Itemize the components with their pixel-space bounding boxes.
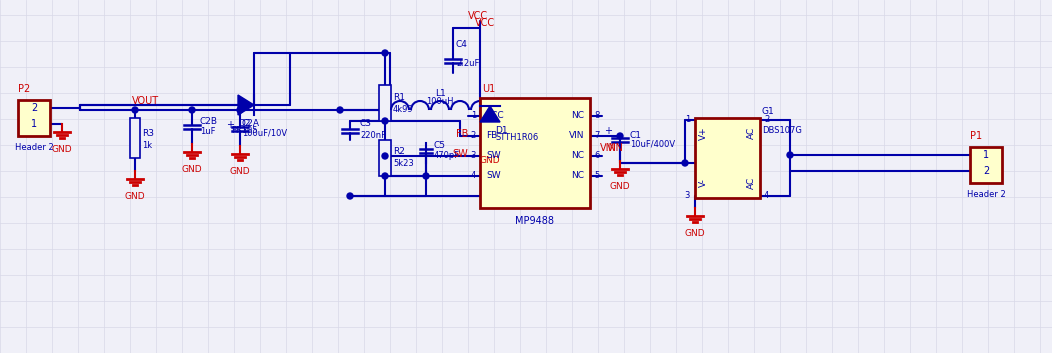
Text: 4k99: 4k99 bbox=[393, 104, 413, 114]
Bar bbox=[695, 118, 760, 198]
Text: 470pF: 470pF bbox=[434, 150, 460, 160]
Bar bbox=[379, 85, 391, 121]
Text: U1: U1 bbox=[482, 84, 495, 94]
Text: 1: 1 bbox=[685, 115, 690, 125]
Text: G1: G1 bbox=[762, 107, 774, 116]
Text: GND: GND bbox=[685, 229, 705, 238]
Text: 5k23: 5k23 bbox=[393, 160, 413, 168]
Text: STTH1R06: STTH1R06 bbox=[495, 133, 539, 142]
Text: C1: C1 bbox=[630, 132, 642, 140]
Text: P1: P1 bbox=[970, 131, 983, 141]
Text: NC: NC bbox=[571, 172, 584, 180]
Circle shape bbox=[237, 107, 243, 113]
Text: C5: C5 bbox=[434, 140, 446, 150]
Text: NC: NC bbox=[571, 112, 584, 120]
Text: MP9488: MP9488 bbox=[515, 216, 554, 226]
Circle shape bbox=[618, 133, 623, 139]
Text: FR105: FR105 bbox=[230, 126, 258, 135]
Text: 1: 1 bbox=[31, 119, 37, 129]
Circle shape bbox=[132, 107, 138, 113]
Text: VIN: VIN bbox=[600, 143, 616, 153]
Polygon shape bbox=[238, 95, 254, 115]
Circle shape bbox=[382, 118, 388, 124]
Text: 100uF/10V: 100uF/10V bbox=[242, 128, 287, 138]
Text: 2: 2 bbox=[31, 103, 37, 113]
Circle shape bbox=[189, 107, 195, 113]
Bar bbox=[970, 147, 1002, 183]
Text: 5: 5 bbox=[594, 172, 600, 180]
Text: V-: V- bbox=[699, 179, 708, 187]
Text: V+: V+ bbox=[699, 126, 708, 140]
Text: 3: 3 bbox=[685, 191, 690, 201]
Text: C2A: C2A bbox=[242, 119, 260, 127]
Text: VCC: VCC bbox=[474, 18, 495, 28]
Text: +: + bbox=[226, 120, 234, 130]
Text: 220nF: 220nF bbox=[360, 131, 386, 139]
Text: R1: R1 bbox=[393, 92, 405, 102]
Text: 3: 3 bbox=[470, 151, 476, 161]
Text: VOUT: VOUT bbox=[132, 96, 159, 106]
Text: C4: C4 bbox=[456, 40, 468, 49]
Text: 1: 1 bbox=[470, 112, 476, 120]
Text: R3: R3 bbox=[142, 128, 154, 138]
Text: 1k: 1k bbox=[142, 140, 153, 150]
Text: VCC: VCC bbox=[468, 11, 488, 21]
Text: 10uF/400V: 10uF/400V bbox=[630, 139, 675, 149]
Text: 4: 4 bbox=[764, 191, 769, 201]
Text: GND: GND bbox=[125, 192, 145, 201]
Text: 1uF: 1uF bbox=[200, 126, 216, 136]
Text: C2B: C2B bbox=[200, 116, 218, 126]
Text: 7: 7 bbox=[594, 132, 600, 140]
Text: D1: D1 bbox=[495, 126, 508, 135]
Circle shape bbox=[497, 107, 503, 113]
Text: Header 2: Header 2 bbox=[15, 143, 54, 152]
Text: FB: FB bbox=[486, 132, 498, 140]
Circle shape bbox=[347, 193, 353, 199]
Text: SW: SW bbox=[486, 151, 501, 161]
Text: AC: AC bbox=[747, 127, 756, 139]
Text: VIN: VIN bbox=[607, 143, 624, 153]
Text: VCC: VCC bbox=[486, 112, 505, 120]
Text: GND: GND bbox=[52, 145, 73, 154]
Bar bbox=[480, 98, 590, 208]
Bar bbox=[379, 140, 391, 176]
Polygon shape bbox=[480, 106, 500, 122]
Circle shape bbox=[423, 173, 429, 179]
Text: 8: 8 bbox=[594, 112, 600, 120]
Bar bbox=[18, 100, 50, 136]
Text: DBS107G: DBS107G bbox=[762, 126, 802, 135]
Circle shape bbox=[382, 50, 388, 56]
Text: 2: 2 bbox=[470, 132, 476, 140]
Text: AC: AC bbox=[747, 177, 756, 189]
Text: 2: 2 bbox=[764, 115, 769, 125]
Circle shape bbox=[382, 173, 388, 179]
Text: D2: D2 bbox=[238, 119, 250, 128]
Bar bbox=[130, 118, 140, 158]
Text: FB: FB bbox=[456, 129, 468, 139]
Text: GND: GND bbox=[182, 165, 202, 174]
Circle shape bbox=[382, 153, 388, 159]
Text: L1: L1 bbox=[434, 89, 445, 98]
Text: GND: GND bbox=[610, 182, 630, 191]
Text: 2: 2 bbox=[983, 166, 989, 176]
Text: SW: SW bbox=[486, 172, 501, 180]
Text: SW: SW bbox=[452, 149, 468, 159]
Text: C3: C3 bbox=[360, 119, 372, 127]
Text: GND: GND bbox=[229, 167, 250, 176]
Text: 1: 1 bbox=[983, 150, 989, 160]
Circle shape bbox=[787, 152, 793, 158]
Text: +: + bbox=[604, 126, 612, 136]
Text: NC: NC bbox=[571, 151, 584, 161]
Text: R2: R2 bbox=[393, 148, 405, 156]
Text: 2.2uF: 2.2uF bbox=[456, 59, 480, 68]
Text: 100uH: 100uH bbox=[426, 97, 453, 106]
Text: VIN: VIN bbox=[568, 132, 584, 140]
Circle shape bbox=[682, 160, 688, 166]
Text: 6: 6 bbox=[594, 151, 600, 161]
Text: P2: P2 bbox=[18, 84, 31, 94]
Text: Header 2: Header 2 bbox=[967, 190, 1006, 199]
Text: 4: 4 bbox=[470, 172, 476, 180]
Text: GND: GND bbox=[480, 156, 501, 165]
Circle shape bbox=[337, 107, 343, 113]
